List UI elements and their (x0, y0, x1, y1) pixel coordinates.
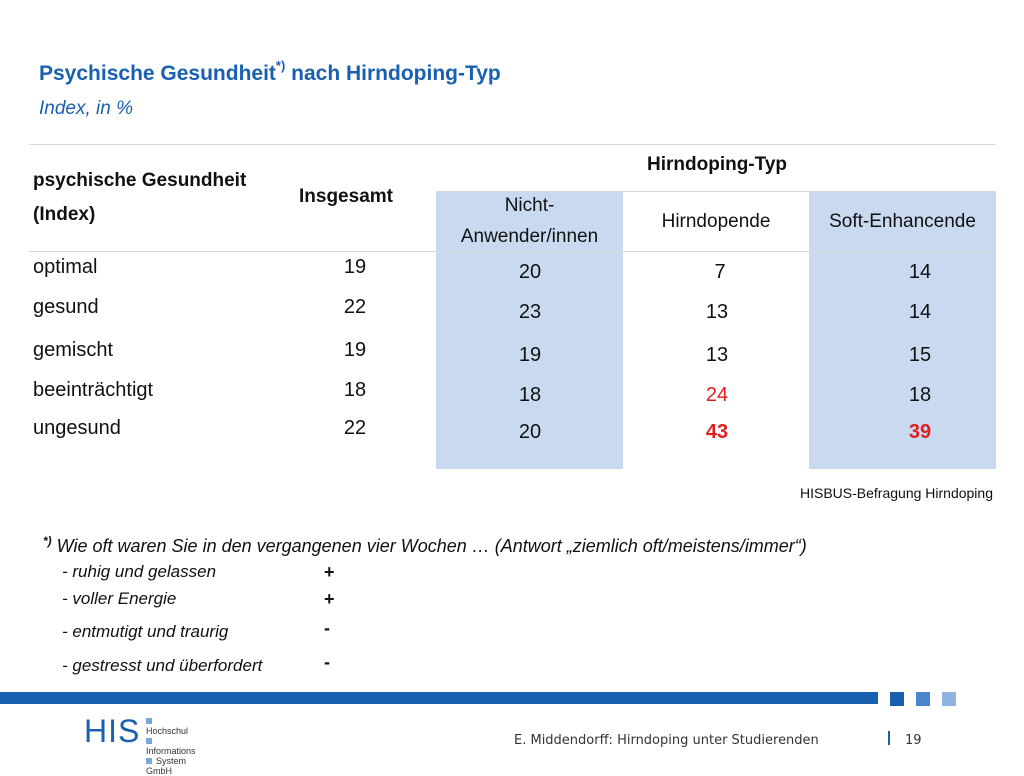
cell-nicht: 20 (518, 261, 542, 283)
row-label-beeintraechtigt: beeinträchtigt (33, 379, 154, 401)
footnote-text: Wie oft waren Sie in den vergangenen vie… (51, 536, 807, 556)
footnote-sign: - (324, 618, 330, 638)
title-footnote-marker: *) (275, 58, 286, 73)
logo-lines: Hochschul Informations System GmbH (146, 716, 196, 776)
footer-square (942, 692, 956, 706)
footnote-question: *) Wie oft waren Sie in den vergangenen … (43, 534, 807, 557)
slide-title: Psychische Gesundheit*) nach Hirndoping-… (39, 58, 501, 86)
footer-author-title: E. Middendorff: Hirndoping unter Studier… (514, 733, 819, 748)
cell-soft: 14 (908, 301, 932, 323)
source-note: HISBUS-Befragung Hirndoping (800, 485, 993, 501)
row-label-gesund: gesund (33, 296, 99, 318)
cell-insgesamt: 19 (343, 339, 367, 361)
row-label-ungesund: ungesund (33, 417, 121, 439)
table-top-rule (29, 144, 996, 145)
row-header-line1: psychische Gesundheit (33, 170, 247, 191)
cell-insgesamt: 19 (343, 256, 367, 278)
soft-enhancende-column-bg (809, 192, 996, 469)
logo-line: Hochschul (146, 716, 196, 736)
col-header-nicht-line2: Anwender/innen (460, 226, 599, 247)
cell-nicht: 18 (518, 384, 542, 406)
row-label-gemischt: gemischt (33, 339, 114, 361)
footer-separator (888, 731, 890, 745)
footnote-item: - ruhig und gelassen (62, 562, 217, 581)
footnote-sign: - (324, 652, 330, 672)
col-header-hirndopende: Hirndopende (661, 211, 771, 232)
cell-soft: 18 (908, 384, 932, 406)
logo-line: System GmbH (146, 756, 196, 776)
col-header-soft-enhancende: Soft-Enhancende (829, 211, 976, 232)
cell-hirndopende: 13 (705, 301, 729, 323)
footer-accent-bar (0, 692, 878, 704)
cell-nicht: 23 (518, 301, 542, 323)
his-logo: HIS Hochschul Informations System GmbH (84, 713, 196, 776)
nicht-anwender-column-bg (436, 192, 623, 469)
slide-subtitle: Index, in % (39, 98, 133, 119)
footnote-item: - entmutigt und traurig (62, 622, 229, 641)
group-header-hirndoping-typ: Hirndoping-Typ (647, 154, 788, 175)
row-label-optimal: optimal (33, 256, 98, 278)
footnote-sign: + (324, 589, 335, 609)
logo-wordmark: HIS (84, 713, 141, 749)
cell-hirndopende: 7 (714, 261, 726, 283)
cell-insgesamt: 22 (343, 296, 367, 318)
row-header-line2: (Index) (33, 204, 96, 225)
footnote-item: - gestresst und überfordert (62, 656, 263, 675)
cell-insgesamt: 18 (343, 379, 367, 401)
col-header-nicht-line1: Nicht- (504, 195, 555, 216)
cell-nicht: 19 (518, 344, 542, 366)
footnote-marker: *) (43, 534, 52, 548)
logo-line: Informations (146, 736, 196, 756)
cell-soft-highlight: 39 (908, 421, 932, 443)
title-rest: nach Hirndoping-Typ (285, 62, 501, 85)
cell-hirndopende-highlight: 24 (705, 384, 729, 406)
footnote-sign: + (324, 562, 335, 582)
cell-hirndopende-highlight: 43 (705, 421, 729, 443)
footer-square (916, 692, 930, 706)
cell-soft: 15 (908, 344, 932, 366)
footnote-item: - voller Energie (62, 589, 177, 608)
cell-insgesamt: 22 (343, 417, 367, 439)
cell-nicht: 20 (518, 421, 542, 443)
page-number: 19 (905, 733, 922, 748)
title-main: Psychische Gesundheit (39, 62, 276, 85)
group-header-rule (436, 191, 996, 192)
cell-soft: 14 (908, 261, 932, 283)
col-header-insgesamt: Insgesamt (299, 186, 393, 207)
cell-hirndopende: 13 (705, 344, 729, 366)
header-bottom-rule (29, 251, 996, 252)
footer-square (890, 692, 904, 706)
